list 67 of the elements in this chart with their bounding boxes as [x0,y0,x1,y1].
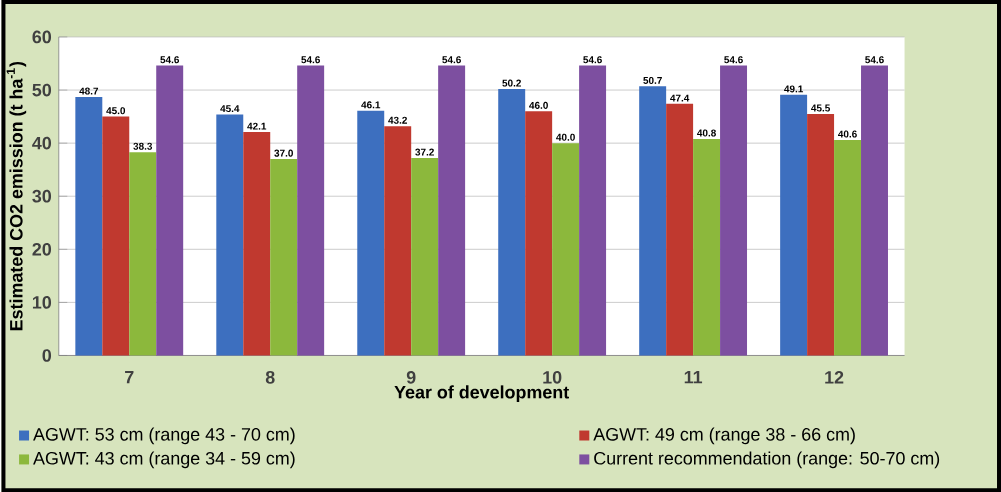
y-tick-label: 40 [32,136,52,150]
bar [834,139,862,356]
legend-label: AGWT: 49 cm (range 38 - 66 cm) [593,427,855,445]
data-label: 45.0 [106,107,126,115]
bar [384,126,412,356]
bar [156,65,184,356]
data-label: 54.6 [160,56,180,64]
bar [357,110,385,356]
data-label: 43.2 [388,116,407,124]
bar [780,94,808,356]
bar [720,65,748,356]
x-tick-label: 9 [406,370,416,384]
data-label: 48.7 [79,87,99,95]
y-tick-label: 10 [32,295,52,309]
x-tick-label: 11 [684,370,703,384]
data-label: 54.6 [865,56,884,64]
data-label: 37.2 [415,148,434,156]
data-label: 40.0 [556,133,575,141]
y-tick-label: 60 [32,30,52,44]
x-tick-label: 10 [543,370,562,384]
bar [693,138,721,356]
bar [498,88,526,356]
legend-label: Current recommendation (range: 50-70 cm) [594,451,940,469]
y-tick-label: 20 [32,242,52,256]
bar [129,152,157,356]
x-tick-label: 7 [125,370,134,384]
bar [525,111,553,356]
data-label: 50.2 [502,79,521,87]
data-label: 46.1 [361,101,381,109]
x-tick-label: 8 [265,370,275,384]
y-tick-label: 30 [32,189,52,203]
data-label: 54.6 [301,56,320,64]
bar [666,103,694,356]
data-label: 37.0 [274,149,293,157]
data-label: 50.7 [643,76,662,84]
bar [411,157,439,356]
bar [75,96,103,356]
bar [552,142,580,356]
data-label: 49.1 [784,85,804,93]
bar [297,65,325,356]
data-label: 45.5 [811,104,831,112]
legend-label: AGWT: 53 cm (range 43 - 70 cm) [33,427,295,445]
data-label: 45.4 [220,105,240,112]
data-label: 40.8 [697,129,716,137]
bar [216,114,244,356]
data-label: 54.6 [724,56,743,64]
data-label: 54.6 [583,56,602,64]
x-axis-title: Year of development [394,385,569,402]
x-tick-label: 12 [825,370,844,384]
bar [438,65,466,356]
data-label: 40.6 [838,130,857,138]
y-tick-label: 50 [32,83,52,97]
data-label: 54.6 [442,56,461,64]
data-label: 42.1 [247,122,267,130]
data-label: 46.0 [529,101,548,109]
bar [861,65,888,356]
y-tick-label: 0 [42,348,52,362]
bar [270,158,298,356]
bar [807,113,835,356]
bar [639,86,667,356]
y-axis-title: Estimated CO2 emission (t ha$^{-1}$) [6,61,27,331]
bar [102,116,130,356]
legend-label: AGWT: 43 cm (range 34 - 59 cm) [33,451,295,469]
data-label: 47.4 [670,94,690,102]
data-label: 38.3 [133,142,153,150]
bar [579,65,607,356]
bar [243,131,271,356]
